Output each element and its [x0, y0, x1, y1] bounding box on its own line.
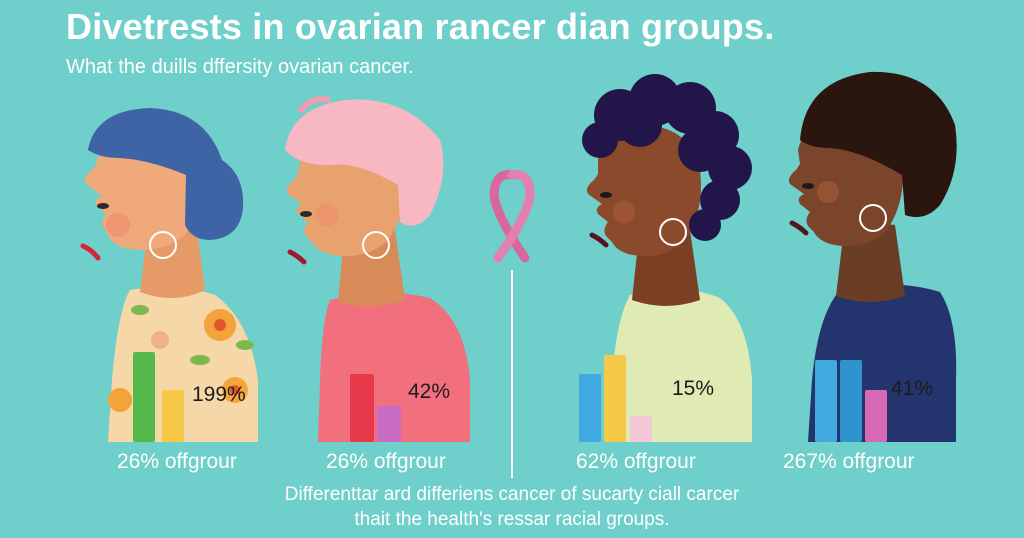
group-label-2: 26% offgrour — [326, 450, 446, 473]
caption-line-1: Differenttar ard differiens cancer of su… — [284, 484, 740, 505]
bar — [133, 352, 155, 442]
hair-4 — [800, 71, 957, 218]
group-label-3: 62% offgrour — [576, 450, 696, 473]
bars-group-2 — [350, 374, 401, 442]
percent-label-4: 41% — [891, 377, 934, 400]
group-label-1: 26% offgrour — [117, 450, 237, 473]
shirt-3 — [610, 289, 752, 442]
percent-label-2: 42% — [408, 380, 451, 403]
bars-group-4 — [815, 360, 887, 442]
portrait-3 — [582, 74, 752, 442]
bar — [377, 406, 401, 442]
percent-label-1: 199% — [192, 383, 246, 406]
bar — [162, 390, 184, 442]
bars-group-1 — [133, 352, 184, 442]
floral-pattern-1 — [108, 305, 254, 412]
curly-hair-3 — [582, 74, 752, 241]
percent-label-3: 15% — [672, 377, 715, 400]
page-title: Divetrests in ovarian rancer dian groups… — [66, 6, 775, 47]
bar — [815, 360, 837, 442]
group-label-4: 267% offgrour — [783, 450, 915, 473]
hair-1 — [88, 108, 244, 240]
bar — [579, 374, 601, 442]
caption-line-2: thait the health's ressar racial groups. — [354, 509, 670, 530]
bar — [350, 374, 374, 442]
face-3 — [586, 125, 701, 257]
bar — [630, 416, 652, 442]
bar — [865, 390, 887, 442]
bar — [840, 360, 862, 442]
bars-group-3 — [579, 355, 652, 442]
headwrap-2 — [285, 99, 444, 226]
awareness-ribbon — [489, 170, 535, 263]
page-subtitle: What the duills dffersity ovarian cancer… — [66, 56, 414, 78]
portrait-4 — [788, 71, 957, 442]
bar — [604, 355, 626, 442]
portrait-1 — [80, 108, 258, 442]
